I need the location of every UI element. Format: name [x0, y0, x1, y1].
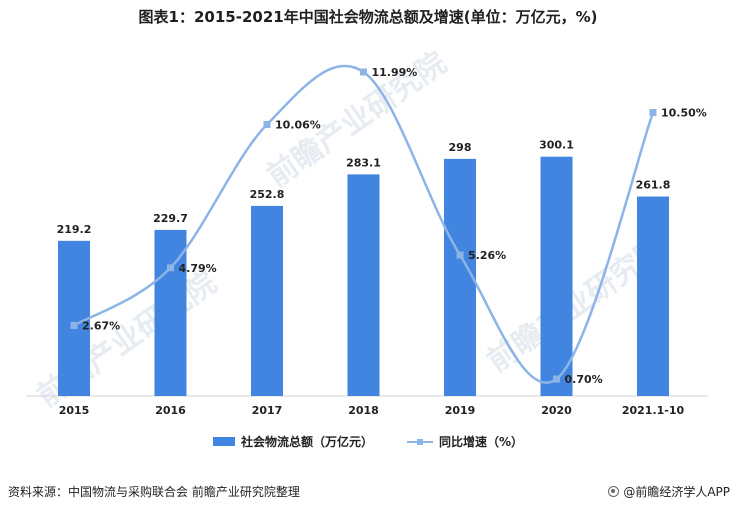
legend-item-bar: 社会物流总额（万亿元） — [212, 433, 373, 450]
bar — [637, 196, 669, 396]
bar — [347, 174, 380, 396]
line-point — [360, 68, 367, 76]
x-tick-label: 2019 — [445, 404, 476, 417]
line-value-label: 10.50% — [661, 107, 707, 120]
legend-label-line: 同比增速（%） — [438, 435, 524, 449]
bar-value-label: 219.2 — [57, 223, 92, 236]
legend-swatch-line — [406, 437, 433, 447]
bar — [154, 229, 187, 396]
bar-value-label: 229.7 — [153, 212, 188, 225]
brand-logo-icon — [608, 486, 620, 497]
line-point — [456, 251, 464, 259]
line-point — [263, 120, 271, 128]
bar-value-label: 283.1 — [346, 156, 381, 169]
x-tick-label: 2015 — [59, 404, 90, 417]
bar — [540, 156, 573, 396]
source-note: 资料来源：中国物流与采购联合会 前瞻产业研究院整理 — [8, 485, 300, 499]
x-tick-label: 2021.1-10 — [622, 404, 685, 417]
line-value-label: 10.06% — [275, 118, 321, 131]
legend-label-bar: 社会物流总额（万亿元） — [240, 435, 373, 449]
legend: 社会物流总额（万亿元） 同比增速（%） — [0, 433, 736, 450]
line-value-label: 11.99% — [372, 66, 418, 79]
line-value-label: 0.70% — [565, 373, 603, 386]
bar-value-label: 300.1 — [539, 139, 574, 152]
x-tick-label: 2017 — [252, 404, 283, 417]
bar-value-label: 261.8 — [636, 179, 671, 192]
series-line-growth — [73, 64, 655, 384]
bar — [444, 158, 476, 396]
x-tick-label: 2016 — [155, 404, 186, 417]
brand-label: @前瞻经济学人APP — [623, 485, 730, 499]
line-point — [167, 264, 174, 272]
chart-title: 图表1：2015-2021年中国社会物流总额及增速(单位：万亿元，%) — [138, 8, 598, 26]
line-point — [70, 321, 78, 329]
bar-value-label: 252.8 — [250, 188, 285, 201]
legend-item-line: 同比增速（%） — [406, 433, 524, 450]
x-tick-label: 2020 — [541, 404, 572, 417]
bar — [58, 240, 90, 396]
legend-swatch-bar — [212, 437, 235, 446]
bar — [251, 205, 283, 396]
brand: @前瞻经济学人APP — [608, 483, 730, 500]
line-value-label: 4.79% — [179, 262, 217, 275]
bar-value-label: 298 — [449, 141, 472, 154]
line-value-label: 5.26% — [468, 249, 506, 262]
line-point — [649, 109, 657, 117]
line-point — [553, 375, 560, 383]
x-tick-label: 2018 — [348, 404, 379, 417]
line-value-label: 2.67% — [82, 319, 120, 332]
